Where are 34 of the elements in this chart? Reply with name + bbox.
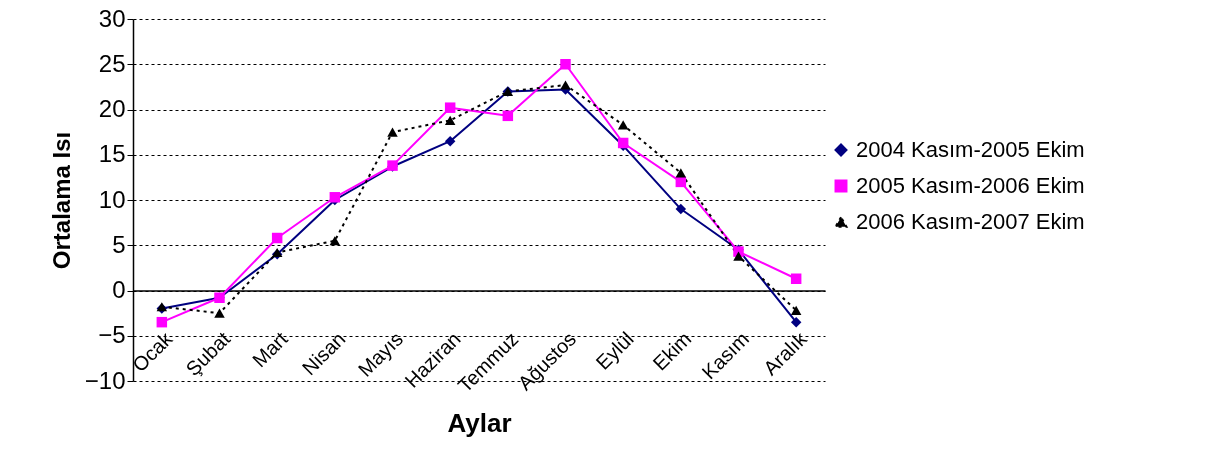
point (444, 115, 456, 125)
point (790, 316, 802, 328)
y-tick-label: 20 (98, 95, 126, 122)
point (271, 232, 283, 244)
legend-label: 2006 Kasım-2007 Ekim (856, 209, 1085, 234)
point (675, 203, 687, 215)
point (444, 135, 456, 147)
point (675, 176, 687, 188)
point (675, 168, 687, 178)
point (733, 251, 744, 261)
point (329, 236, 341, 246)
y-tick-label: 15 (98, 140, 126, 168)
y-axis-title: Ortalama Isı (47, 131, 75, 270)
point (617, 120, 629, 130)
x-tick-label: Mart (247, 327, 293, 372)
legend-label: 2005 Kasım-2006 Ekim (856, 173, 1085, 198)
point (502, 110, 514, 122)
point (560, 80, 571, 90)
point (444, 102, 456, 113)
y-tick-label: 0 (112, 276, 126, 303)
point (387, 127, 398, 137)
y-tick-label: −10 (84, 366, 126, 394)
y-tick-label: 5 (112, 230, 126, 258)
point (156, 316, 168, 328)
point (214, 308, 225, 318)
point (560, 59, 571, 70)
x-axis-title: Aylar (447, 407, 512, 438)
point (790, 273, 802, 284)
legend-label: 2004 Kasım-2005 Ekim (856, 137, 1085, 162)
y-tick-label: 30 (98, 4, 126, 32)
y-tick-label: 10 (98, 185, 126, 213)
y-tick-label: −5 (98, 321, 126, 349)
y-tick-label: 25 (98, 49, 126, 77)
point (790, 305, 802, 315)
